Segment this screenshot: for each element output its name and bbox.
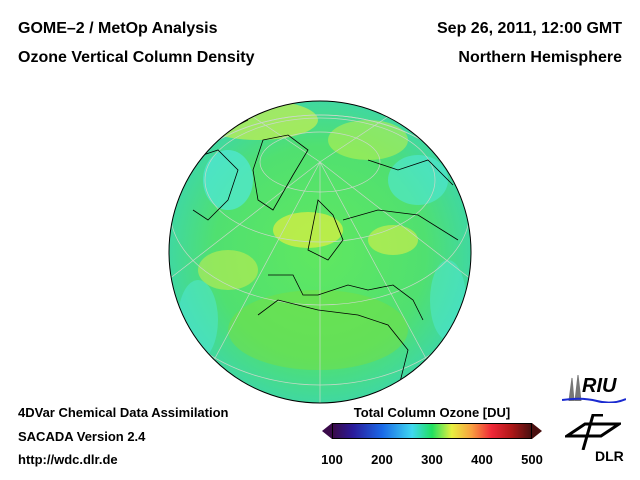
- dlr-logo: DLR: [562, 413, 625, 466]
- date-time: Sep 26, 2011, 12:00 GMT: [437, 20, 622, 37]
- colorbar-high-arrow: [532, 423, 542, 439]
- ozone-globe-map: [168, 100, 472, 404]
- colorbar-tick: 100: [321, 452, 343, 467]
- footer-version: SACADA Version 2.4: [18, 429, 146, 444]
- cathedral-icon: [568, 374, 582, 401]
- wave-icon: [562, 397, 626, 403]
- colorbar-title: Total Column Ozone [DU]: [353, 405, 511, 420]
- ozone-patches: [178, 101, 466, 370]
- footer-url-link[interactable]: http://wdc.dlr.de: [18, 452, 118, 467]
- region-label: Northern Hemisphere: [458, 49, 622, 66]
- colorbar-low-arrow: [322, 423, 332, 439]
- title-product: GOME–2 / MetOp Analysis: [18, 20, 218, 37]
- riu-logo-text: RIU: [582, 375, 617, 397]
- riu-logo: RIU: [560, 373, 630, 403]
- colorbar: [332, 423, 532, 439]
- footer-method: 4DVar Chemical Data Assimilation: [18, 405, 229, 420]
- colorbar-tick: 400: [471, 452, 493, 467]
- colorbar-tick: 300: [421, 452, 443, 467]
- colorbar-tick: 200: [371, 452, 393, 467]
- dlr-logo-text: DLR: [595, 448, 624, 464]
- dlr-emblem-icon: [562, 413, 624, 451]
- title-quantity: Ozone Vertical Column Density: [18, 49, 255, 66]
- colorbar-tick: 500: [521, 452, 543, 467]
